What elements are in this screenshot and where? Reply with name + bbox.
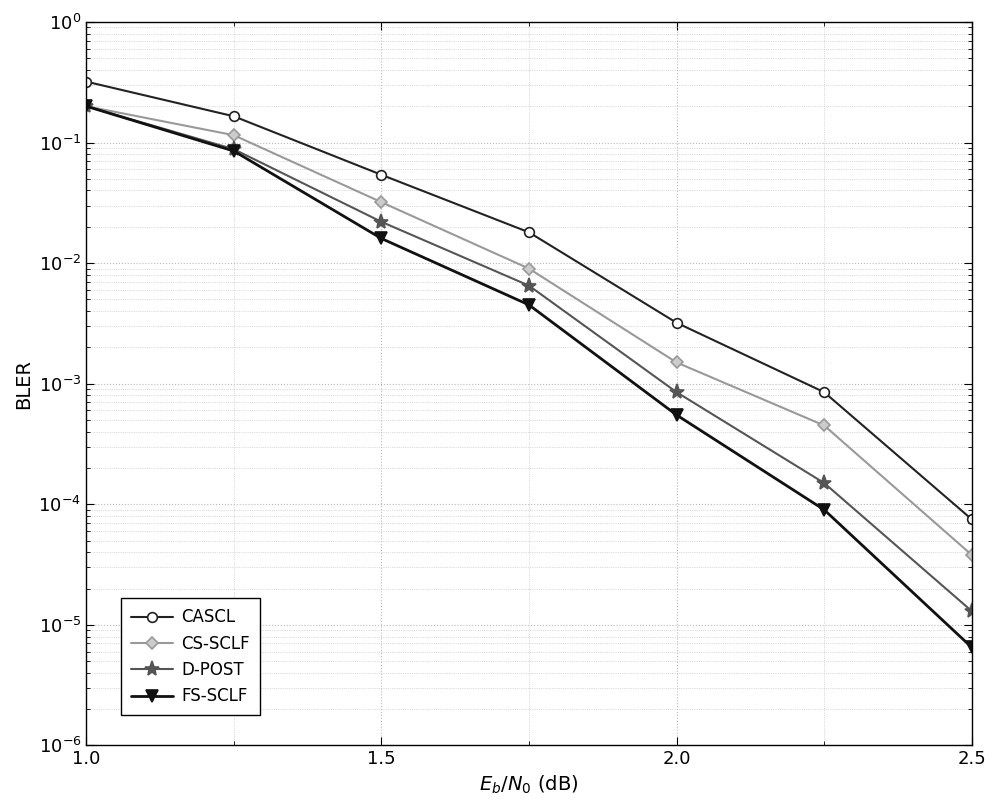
D-POST: [818, 478, 830, 488]
FS-SCLF: [966, 642, 978, 652]
D-POST: [966, 606, 978, 616]
CASCL: [818, 387, 830, 397]
Line: CS-SCLF: CS-SCLF: [82, 102, 976, 559]
CS-SCLF: [523, 264, 535, 274]
X-axis label: $E_b/N_0$ (dB): $E_b/N_0$ (dB): [479, 774, 579, 796]
D-POST: [80, 101, 92, 111]
FS-SCLF: [818, 505, 830, 514]
Line: CASCL: CASCL: [81, 77, 977, 524]
Line: FS-SCLF: FS-SCLF: [81, 100, 977, 653]
CS-SCLF: [966, 550, 978, 560]
FS-SCLF: [228, 146, 240, 156]
CASCL: [966, 514, 978, 524]
D-POST: [375, 217, 387, 227]
FS-SCLF: [375, 233, 387, 243]
FS-SCLF: [80, 101, 92, 111]
CASCL: [80, 77, 92, 87]
CS-SCLF: [671, 357, 683, 367]
CASCL: [671, 318, 683, 327]
Line: D-POST: D-POST: [79, 99, 979, 619]
CS-SCLF: [818, 420, 830, 430]
CASCL: [523, 228, 535, 237]
D-POST: [523, 281, 535, 291]
FS-SCLF: [671, 410, 683, 420]
CASCL: [228, 112, 240, 122]
Y-axis label: BLER: BLER: [14, 359, 33, 409]
D-POST: [228, 144, 240, 154]
D-POST: [671, 387, 683, 397]
Legend: CASCL, CS-SCLF, D-POST, FS-SCLF: CASCL, CS-SCLF, D-POST, FS-SCLF: [121, 599, 260, 715]
FS-SCLF: [523, 300, 535, 309]
CS-SCLF: [80, 101, 92, 111]
CS-SCLF: [375, 198, 387, 207]
CASCL: [375, 170, 387, 180]
CS-SCLF: [228, 130, 240, 140]
